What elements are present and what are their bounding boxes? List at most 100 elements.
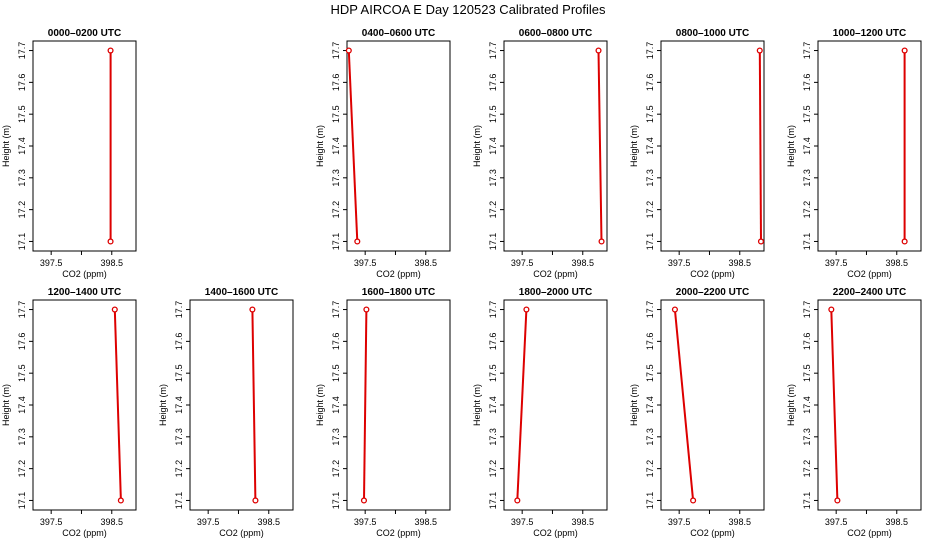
y-tick-label: 17.4 [331, 137, 341, 155]
y-tick-label: 17.2 [17, 201, 27, 219]
data-point [901, 47, 908, 54]
y-tick-label: 17.2 [802, 201, 812, 219]
x-tick-label: 397.5 [825, 258, 848, 268]
x-tick-label: 398.5 [885, 258, 908, 268]
x-tick-label: 397.5 [40, 258, 63, 268]
x-tick-label: 397.5 [354, 258, 377, 268]
y-axis-label: Height (m) [315, 125, 325, 167]
plot-frame [503, 299, 608, 511]
y-tick-label: 17.3 [802, 169, 812, 187]
y-tick-label: 17.6 [17, 333, 27, 351]
profile-line [516, 309, 528, 501]
y-tick-label: 17.4 [331, 396, 341, 414]
x-tick-label: 398.5 [571, 258, 594, 268]
profile-line [830, 309, 839, 501]
y-tick-label: 17.1 [331, 492, 341, 510]
y-tick-label: 17.5 [488, 364, 498, 382]
panel-3: 0800–1000 UTC 397.5 398.5 17.1 17.2 17.3 17.4 1… [629, 28, 765, 279]
data-point [249, 306, 256, 313]
y-axis-label: Height (m) [1, 125, 11, 167]
x-tick-label: 397.5 [825, 517, 848, 527]
y-axis-label: Height (m) [786, 125, 796, 167]
data-point [598, 238, 605, 245]
y-tick-label: 17.4 [174, 396, 184, 414]
y-tick-label: 17.6 [488, 74, 498, 92]
profile-line [673, 309, 695, 501]
panel-10: 2200–2400 UTC 397.5 398.5 17.1 17.2 17.3 17.4 1… [786, 287, 922, 538]
data-point [690, 497, 697, 504]
x-axis-label: CO2 (ppm) [62, 269, 107, 279]
panel-title: 0000–0200 UTC [48, 28, 121, 39]
panel-title: 0600–0800 UTC [519, 28, 592, 39]
y-tick-label: 17.1 [802, 492, 812, 510]
data-point [514, 497, 521, 504]
panel-title: 2000–2200 UTC [676, 287, 749, 298]
x-tick-label: 397.5 [668, 517, 691, 527]
data-point [901, 238, 908, 245]
panel-5: 1200–1400 UTC 397.5 398.5 17.1 17.2 17.3 17.4 1… [1, 287, 137, 538]
y-tick-label: 17.4 [17, 137, 27, 155]
x-tick-label: 397.5 [511, 258, 534, 268]
x-tick-label: 398.5 [885, 517, 908, 527]
y-tick-label: 17.4 [802, 137, 812, 155]
data-point [252, 497, 259, 504]
y-tick-label: 17.6 [331, 333, 341, 351]
x-tick-label: 398.5 [414, 258, 437, 268]
y-tick-label: 17.3 [17, 428, 27, 446]
y-tick-label: 17.5 [17, 105, 27, 123]
x-tick-label: 398.5 [100, 517, 123, 527]
profile-line [347, 50, 359, 242]
plot-frame [660, 40, 765, 252]
y-axis-label: Height (m) [629, 384, 639, 426]
panel-1: 0400–0600 UTC 397.5 398.5 17.1 17.2 17.3 17.4 1… [315, 28, 451, 279]
y-tick-label: 17.7 [802, 42, 812, 60]
y-tick-label: 17.7 [17, 301, 27, 319]
x-tick-label: 398.5 [571, 517, 594, 527]
y-tick-label: 17.7 [802, 301, 812, 319]
panel-8: 1800–2000 UTC 397.5 398.5 17.1 17.2 17.3 17.4 1… [472, 287, 608, 538]
profile-line [113, 309, 122, 501]
y-tick-label: 17.2 [802, 460, 812, 478]
profile-line [758, 50, 762, 242]
y-tick-label: 17.2 [488, 201, 498, 219]
data-point [345, 47, 352, 54]
plot-frame [346, 40, 451, 252]
y-tick-label: 17.3 [645, 428, 655, 446]
y-tick-label: 17.4 [17, 396, 27, 414]
data-point [671, 306, 678, 313]
panel-4: 1000–1200 UTC 397.5 398.5 17.1 17.2 17.3 17.4 1… [786, 28, 922, 279]
y-tick-label: 17.7 [174, 301, 184, 319]
y-tick-label: 17.6 [802, 74, 812, 92]
data-point [363, 306, 370, 313]
y-tick-label: 17.3 [331, 428, 341, 446]
y-tick-label: 17.1 [488, 492, 498, 510]
data-point [107, 47, 114, 54]
y-tick-label: 17.7 [488, 301, 498, 319]
y-tick-label: 17.5 [331, 105, 341, 123]
y-tick-label: 17.7 [331, 42, 341, 60]
y-tick-label: 17.2 [488, 460, 498, 478]
panel-title: 1400–1600 UTC [205, 287, 278, 298]
panel-0: 0000–0200 UTC 397.5 398.5 17.1 17.2 17.3 17.4 1… [1, 28, 137, 279]
x-axis-label: CO2 (ppm) [62, 528, 107, 538]
panel-title: 0800–1000 UTC [676, 28, 749, 39]
y-tick-label: 17.3 [488, 169, 498, 187]
y-tick-label: 17.1 [174, 492, 184, 510]
panel-title: 1000–1200 UTC [833, 28, 906, 39]
x-axis-label: CO2 (ppm) [690, 528, 735, 538]
y-tick-label: 17.7 [17, 42, 27, 60]
profile-line [363, 309, 368, 501]
panel-7: 1600–1800 UTC 397.5 398.5 17.1 17.2 17.3 17.4 1… [315, 287, 451, 538]
y-tick-label: 17.2 [174, 460, 184, 478]
panel-title: 1800–2000 UTC [519, 287, 592, 298]
profile-line [251, 309, 257, 501]
y-tick-label: 17.3 [645, 169, 655, 187]
data-point [523, 306, 530, 313]
y-tick-label: 17.1 [331, 233, 341, 251]
x-tick-label: 397.5 [197, 517, 220, 527]
plot-frame [32, 40, 137, 252]
panel-title: 1600–1800 UTC [362, 287, 435, 298]
y-axis-label: Height (m) [315, 384, 325, 426]
x-tick-label: 398.5 [257, 517, 280, 527]
